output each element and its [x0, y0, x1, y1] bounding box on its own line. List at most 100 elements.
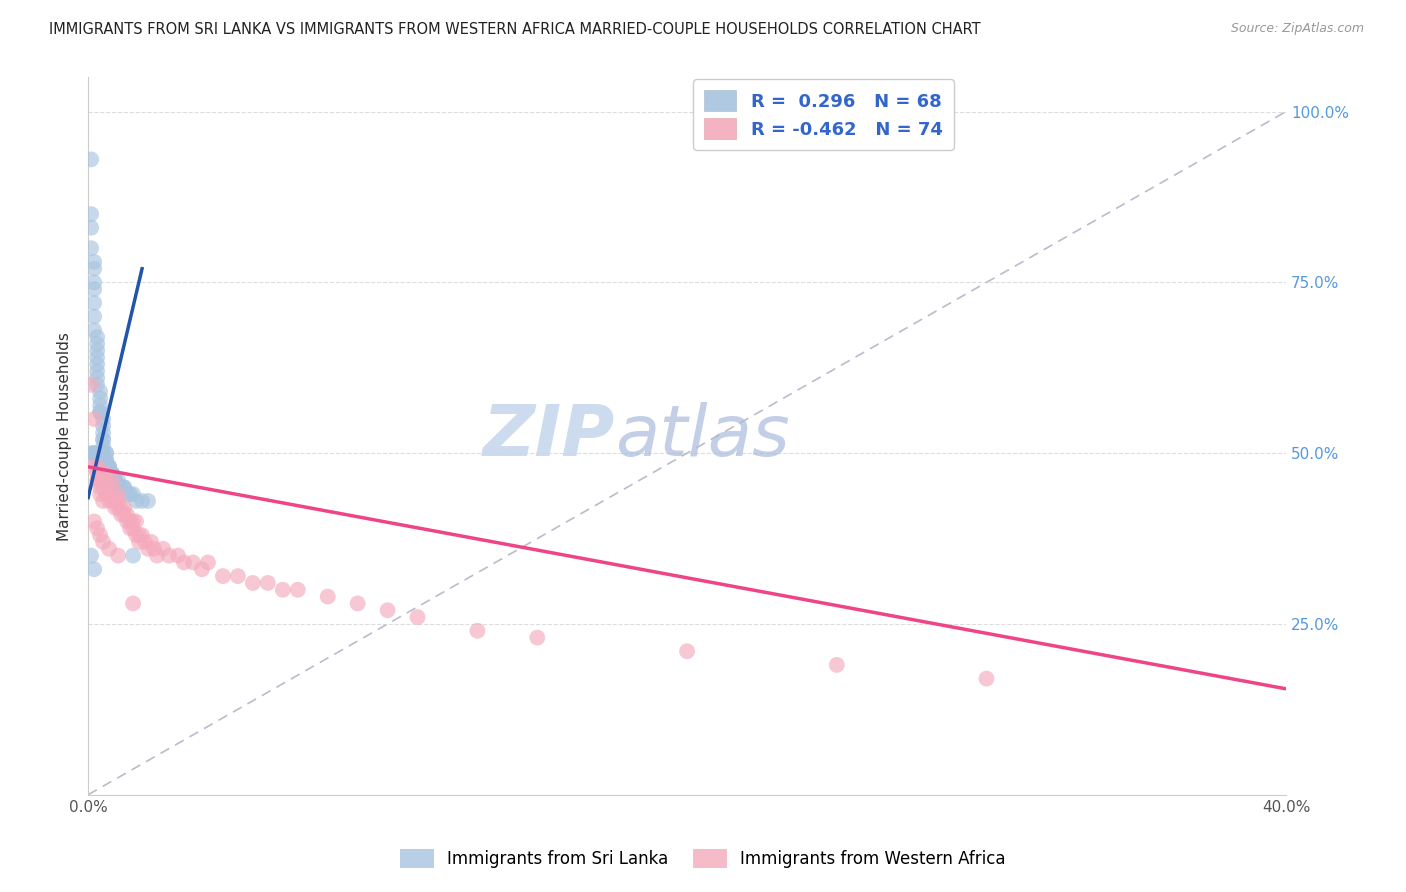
Text: atlas: atlas	[616, 401, 790, 471]
Point	[377, 603, 399, 617]
Point	[83, 562, 105, 576]
Point	[131, 528, 153, 542]
Point	[110, 508, 132, 522]
Point	[89, 474, 111, 488]
Point	[107, 480, 129, 494]
Point	[104, 474, 127, 488]
Y-axis label: Married-couple Households: Married-couple Households	[58, 332, 72, 541]
Point	[80, 207, 103, 221]
Point	[91, 459, 114, 474]
Point	[101, 480, 124, 494]
Point	[107, 500, 129, 515]
Point	[86, 343, 108, 358]
Point	[242, 576, 264, 591]
Point	[526, 631, 548, 645]
Point	[120, 521, 142, 535]
Point	[98, 494, 121, 508]
Point	[80, 241, 103, 255]
Point	[83, 446, 105, 460]
Point	[110, 480, 132, 494]
Point	[256, 576, 278, 591]
Point	[80, 549, 103, 563]
Point	[98, 467, 121, 481]
Point	[91, 459, 114, 474]
Point	[173, 556, 195, 570]
Point	[91, 418, 114, 433]
Point	[80, 220, 103, 235]
Point	[115, 487, 138, 501]
Point	[115, 515, 138, 529]
Point	[191, 562, 214, 576]
Point	[91, 433, 114, 447]
Point	[143, 541, 166, 556]
Point	[86, 459, 108, 474]
Point	[89, 480, 111, 494]
Point	[346, 596, 368, 610]
Point	[136, 541, 159, 556]
Point	[101, 474, 124, 488]
Point	[91, 412, 114, 426]
Point	[94, 467, 117, 481]
Point	[136, 494, 159, 508]
Point	[91, 425, 114, 440]
Point	[89, 528, 111, 542]
Point	[89, 398, 111, 412]
Point	[101, 467, 124, 481]
Point	[86, 474, 108, 488]
Point	[107, 474, 129, 488]
Point	[86, 357, 108, 371]
Point	[86, 453, 108, 467]
Legend: Immigrants from Sri Lanka, Immigrants from Western Africa: Immigrants from Sri Lanka, Immigrants fr…	[394, 842, 1012, 875]
Point	[91, 494, 114, 508]
Point	[98, 459, 121, 474]
Point	[83, 261, 105, 276]
Point	[107, 494, 129, 508]
Point	[128, 535, 150, 549]
Point	[120, 515, 142, 529]
Point	[112, 500, 135, 515]
Point	[94, 467, 117, 481]
Point	[112, 508, 135, 522]
Point	[825, 657, 848, 672]
Point	[139, 535, 162, 549]
Point	[104, 500, 127, 515]
Point	[122, 596, 145, 610]
Point	[112, 480, 135, 494]
Point	[104, 494, 127, 508]
Point	[94, 453, 117, 467]
Point	[83, 310, 105, 324]
Point	[115, 508, 138, 522]
Point	[167, 549, 190, 563]
Point	[101, 494, 124, 508]
Text: ZIP: ZIP	[482, 401, 616, 471]
Point	[271, 582, 294, 597]
Point	[89, 453, 111, 467]
Text: IMMIGRANTS FROM SRI LANKA VS IMMIGRANTS FROM WESTERN AFRICA MARRIED-COUPLE HOUSE: IMMIGRANTS FROM SRI LANKA VS IMMIGRANTS …	[49, 22, 981, 37]
Point	[91, 446, 114, 460]
Point	[89, 405, 111, 419]
Point	[89, 384, 111, 399]
Point	[98, 459, 121, 474]
Point	[86, 371, 108, 385]
Point	[107, 549, 129, 563]
Point	[86, 467, 108, 481]
Point	[125, 515, 148, 529]
Point	[152, 541, 174, 556]
Point	[157, 549, 180, 563]
Point	[107, 487, 129, 501]
Point	[94, 446, 117, 460]
Point	[104, 474, 127, 488]
Point	[181, 556, 204, 570]
Point	[91, 439, 114, 453]
Point	[197, 556, 219, 570]
Legend: R =  0.296   N = 68, R = -0.462   N = 74: R = 0.296 N = 68, R = -0.462 N = 74	[693, 79, 953, 150]
Point	[86, 330, 108, 344]
Point	[80, 446, 103, 460]
Point	[94, 487, 117, 501]
Point	[146, 549, 169, 563]
Point	[83, 515, 105, 529]
Point	[86, 377, 108, 392]
Point	[98, 459, 121, 474]
Point	[98, 541, 121, 556]
Point	[80, 153, 103, 167]
